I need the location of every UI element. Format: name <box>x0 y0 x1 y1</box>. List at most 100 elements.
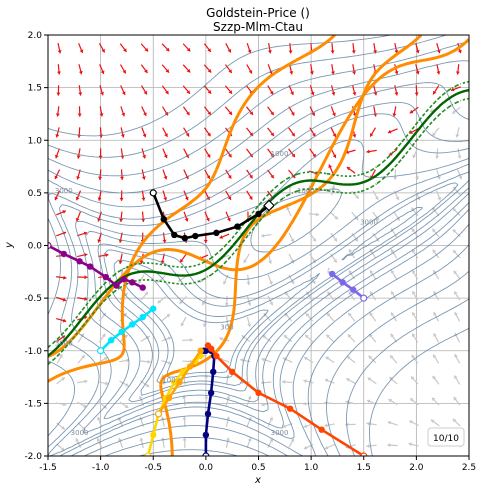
field-arrowhead <box>166 314 170 318</box>
field-arrowhead <box>328 164 333 169</box>
trajectory-point <box>186 363 194 370</box>
trajectory-point <box>255 210 262 218</box>
field-arrowhead <box>189 337 193 342</box>
field-arrowhead <box>186 47 191 52</box>
field-arrowhead <box>261 357 265 362</box>
field-arrowhead <box>412 154 417 159</box>
trajectory-point <box>171 231 178 239</box>
field-arrowhead <box>224 303 229 307</box>
field-arrowhead <box>105 253 109 258</box>
field-arrowhead <box>157 299 162 304</box>
field-arrowhead <box>290 438 295 443</box>
field-arrowhead <box>121 91 126 95</box>
field-arrowhead <box>395 196 400 201</box>
field-arrowhead <box>453 396 458 401</box>
field-arrowhead <box>184 217 189 222</box>
field-arrowhead <box>189 359 193 364</box>
trajectory-point <box>192 232 199 240</box>
field-arrowhead <box>186 68 191 73</box>
field-arrowhead <box>334 215 338 220</box>
field-arrowhead <box>225 323 230 328</box>
field-arrowhead <box>182 416 187 420</box>
field-arrowhead <box>290 111 295 116</box>
contour-label: 3000 <box>71 429 89 437</box>
field-arrowhead <box>352 134 357 138</box>
x-tick-label: 0.0 <box>199 463 214 473</box>
field-arrowhead <box>431 397 436 402</box>
field-arrowhead <box>100 70 105 74</box>
field-arrowhead <box>206 153 211 158</box>
field-arrowhead <box>270 132 274 137</box>
field-arrowhead <box>122 69 126 74</box>
field-arrowhead <box>391 270 395 274</box>
field-arrowhead <box>139 437 144 442</box>
contour-label: 3000 <box>55 339 73 347</box>
trajectory-point <box>197 347 204 354</box>
field-arrowhead <box>117 417 122 421</box>
field-arrowhead <box>144 291 148 296</box>
field-arrowhead <box>348 291 353 296</box>
field-arrowhead <box>269 438 274 442</box>
field-arrowhead <box>219 336 223 341</box>
field-arrowhead <box>305 334 309 339</box>
field-arrowhead <box>97 239 102 243</box>
field-arrowhead <box>305 313 310 317</box>
y-tick-label: 1.0 <box>28 136 43 146</box>
field-arrowhead <box>282 357 287 362</box>
trajectory-point <box>204 410 212 418</box>
field-arrowhead <box>457 155 462 159</box>
field-arrowhead <box>369 291 374 295</box>
field-arrowhead <box>366 149 370 154</box>
field-arrowhead <box>63 275 67 280</box>
field-arrowhead <box>453 270 458 275</box>
field-arrowhead <box>262 335 267 339</box>
field-arrowhead <box>61 426 65 430</box>
field-arrowhead <box>390 249 395 253</box>
field-arrowhead <box>104 357 108 361</box>
trajectory-line <box>331 272 365 300</box>
trajectory-point <box>160 215 167 223</box>
trajectory-point <box>213 352 220 360</box>
field-arrowhead <box>373 50 378 54</box>
trajectory-point <box>129 279 136 286</box>
field-arrowhead <box>389 377 393 381</box>
field-arrowhead <box>239 380 244 385</box>
field-arrowhead <box>354 216 359 221</box>
field-arrowhead <box>392 113 397 117</box>
trajectory-point <box>213 229 220 237</box>
field-arrowhead <box>303 379 307 384</box>
field-arrowhead <box>247 302 252 306</box>
field-arrowhead <box>346 378 350 382</box>
field-arrowhead <box>348 270 353 274</box>
y-axis-label: y <box>4 241 15 249</box>
trajectory-start-point <box>154 410 163 418</box>
objective-contour <box>48 40 469 456</box>
field-arrowhead <box>390 333 395 338</box>
field-arrowhead <box>165 47 170 52</box>
field-arrowhead <box>432 207 436 212</box>
field-arrowhead <box>201 301 206 306</box>
field-arrowhead <box>291 153 295 158</box>
field-arrowhead <box>119 197 124 201</box>
field-arrowhead <box>97 416 101 421</box>
field-arrowhead <box>142 133 147 138</box>
trajectory-point <box>76 258 83 265</box>
field-arrowhead <box>454 291 458 295</box>
field-arrowhead <box>164 133 168 137</box>
contour-label: 100 <box>162 376 175 384</box>
field-arrowhead <box>290 91 294 95</box>
x-tick-label: 2.5 <box>462 463 476 473</box>
field-arrowhead <box>289 70 294 75</box>
field-arrowhead <box>457 49 462 54</box>
contour-label: 1000 <box>271 150 289 158</box>
field-arrowhead <box>284 292 289 296</box>
field-arrowhead <box>369 312 374 317</box>
field-arrowhead <box>347 356 351 360</box>
field-arrowhead <box>331 91 336 96</box>
field-arrowhead <box>219 235 224 239</box>
field-arrowhead <box>330 71 335 75</box>
trajectory-point <box>202 431 210 439</box>
y-tick-label: -0.5 <box>24 294 42 304</box>
field-arrowhead <box>76 176 81 180</box>
field-arrowhead <box>290 238 295 243</box>
